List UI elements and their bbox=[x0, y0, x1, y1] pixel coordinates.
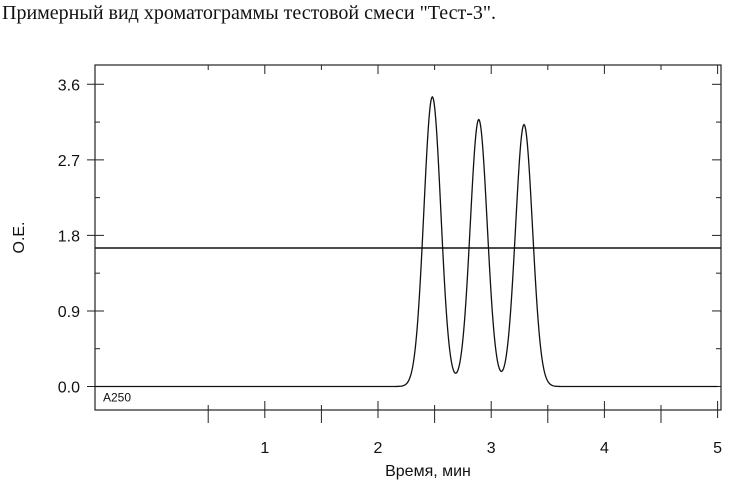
x-tick-label: 4 bbox=[600, 440, 609, 457]
x-axis-title: Время, мин bbox=[385, 463, 471, 480]
plot-frame bbox=[94, 64, 722, 411]
chromatogram-trace bbox=[95, 95, 718, 388]
x-tick-label: 5 bbox=[713, 440, 722, 457]
y-tick-label: 0.0 bbox=[58, 379, 80, 396]
y-tick-label: 1.8 bbox=[58, 228, 80, 245]
x-tick-label: 3 bbox=[487, 440, 496, 457]
y-tick-label: 0.9 bbox=[58, 304, 80, 321]
figure-caption: Примерный вид хроматограммы тестовой сме… bbox=[2, 2, 497, 24]
channel-label: A250 bbox=[103, 390, 131, 404]
y-axis-title: О.Е. bbox=[11, 221, 28, 253]
y-tick-label: 2.7 bbox=[58, 153, 80, 170]
x-tick-label: 1 bbox=[260, 440, 269, 457]
x-tick-label: 2 bbox=[374, 440, 383, 457]
y-tick-label: 3.6 bbox=[58, 77, 80, 94]
